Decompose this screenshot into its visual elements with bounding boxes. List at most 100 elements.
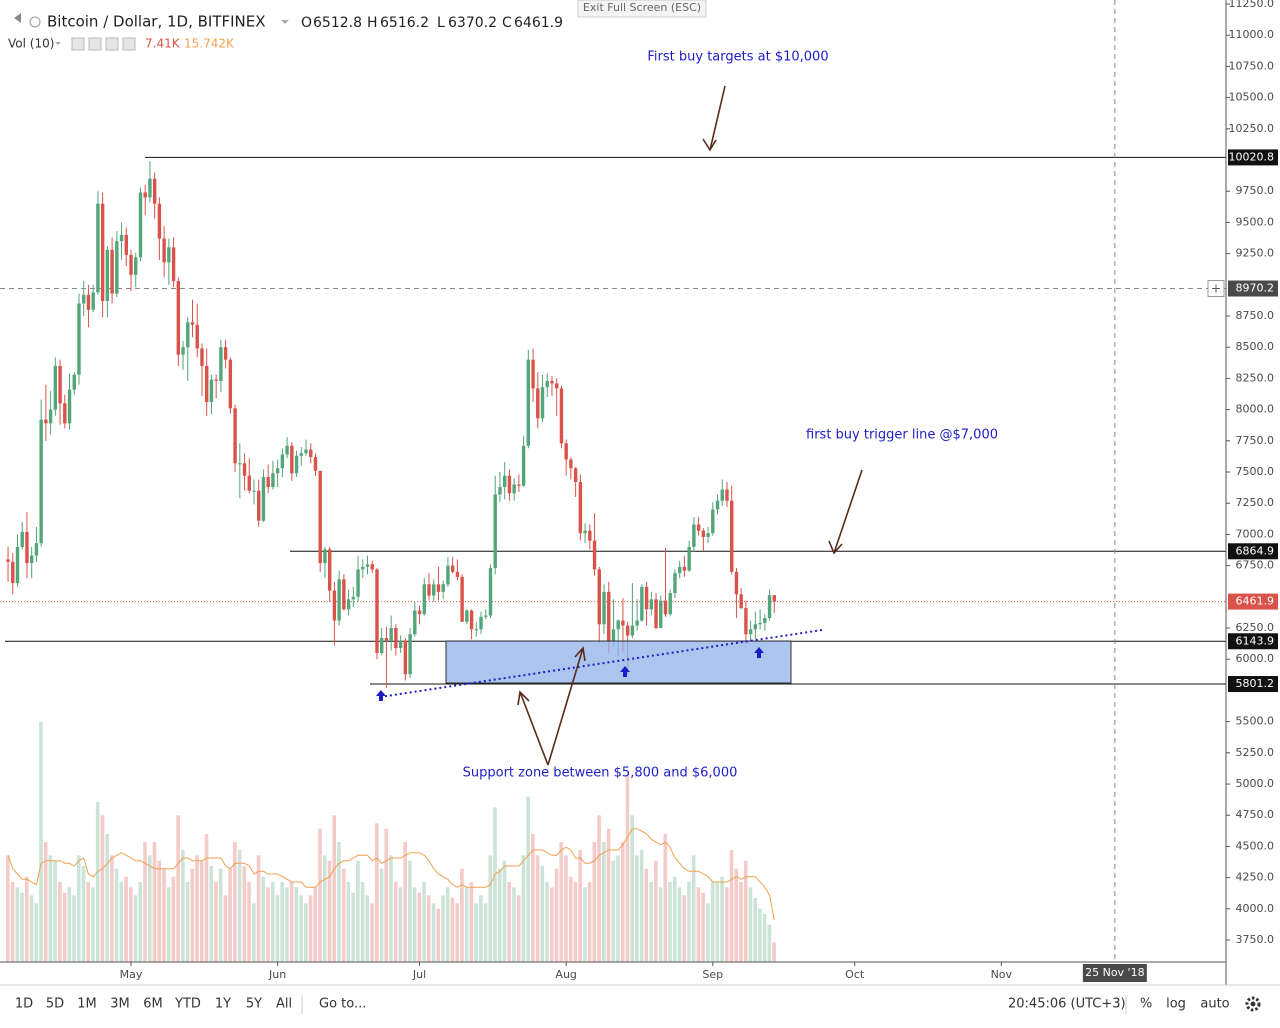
volume-bar — [185, 882, 190, 962]
crosshair-badge — [1228, 280, 1278, 297]
candle-body — [67, 389, 72, 424]
range-button[interactable]: 3M — [110, 997, 130, 1012]
volume-bar — [181, 850, 185, 962]
level-badge — [1228, 676, 1278, 693]
candle-body — [432, 584, 436, 596]
volume-bar — [772, 942, 776, 962]
volume-bar — [521, 855, 526, 962]
volume-bar — [767, 924, 772, 962]
candle-body — [247, 475, 251, 491]
volume-bar — [682, 895, 687, 962]
candle-body — [304, 449, 308, 454]
candle-body — [403, 640, 408, 675]
range-button[interactable]: 1D — [15, 997, 33, 1012]
candle-body — [748, 629, 753, 635]
volume-bar — [280, 882, 284, 962]
volume-bar — [270, 882, 275, 962]
volume-bar — [133, 895, 138, 962]
candle-body — [417, 610, 422, 615]
volume-bar — [606, 828, 611, 962]
support-zone — [445, 640, 792, 684]
volume-bar — [114, 868, 119, 962]
candle-body — [342, 579, 346, 610]
candle-body — [20, 531, 24, 547]
y-tick-label: 11250.0 — [1229, 0, 1275, 10]
volume-bar — [644, 868, 649, 962]
range-button[interactable]: 5Y — [246, 997, 262, 1012]
volume-bar — [389, 855, 393, 962]
volume-bar — [29, 895, 34, 962]
candle-body — [134, 257, 138, 275]
candle-body — [285, 445, 289, 455]
percent-button[interactable]: % — [1140, 997, 1152, 1012]
range-button[interactable]: 1M — [77, 997, 97, 1012]
volume-bar — [758, 908, 762, 962]
annotation: Support zone between $5,800 and $6,000 — [463, 766, 738, 781]
exit-button-label[interactable]: Exit Full Screen (ESC) — [583, 1, 701, 14]
add-level-icon[interactable] — [1212, 284, 1220, 293]
y-tick-label: 11000.0 — [1229, 28, 1275, 41]
plot-area — [0, 0, 1226, 962]
range-button[interactable]: 6M — [143, 997, 163, 1012]
y-tick-label: 5000.0 — [1236, 777, 1275, 790]
volume-bar — [422, 882, 426, 962]
candle-body — [465, 610, 469, 622]
candle-body — [398, 640, 403, 648]
annotation: First buy targets at $10,000 — [647, 50, 828, 65]
volume-bar — [663, 834, 668, 962]
range-button[interactable]: 1Y — [215, 997, 231, 1012]
candle-body — [129, 254, 133, 275]
volume-bar — [242, 866, 247, 962]
collapse-icon[interactable] — [14, 13, 21, 23]
volume-bar — [427, 895, 431, 962]
candle-body — [190, 322, 195, 325]
exit-button[interactable] — [577, 0, 707, 18]
log-button[interactable]: log — [1166, 997, 1186, 1012]
volume-bar — [668, 882, 672, 962]
dropdown[interactable] — [55, 42, 61, 45]
candle-body — [488, 568, 493, 616]
volume-bar — [715, 882, 720, 962]
volume-bar — [488, 855, 493, 962]
range-button[interactable]: All — [276, 997, 292, 1012]
volume-bar — [81, 866, 86, 962]
ohlc-letter: H — [367, 15, 378, 31]
candle-body — [181, 347, 185, 355]
volume-bar — [119, 882, 124, 962]
candle-body — [209, 379, 214, 403]
candle-body — [531, 359, 535, 389]
volume-bar — [616, 855, 620, 962]
volume-bar — [379, 868, 384, 962]
candle-body — [663, 600, 668, 615]
ohlc-value: 6461.9 — [514, 15, 563, 31]
volume-bar — [327, 860, 332, 962]
auto-button[interactable]: auto — [1200, 997, 1229, 1012]
candle-body — [739, 594, 743, 609]
candle-body — [630, 625, 635, 636]
goto-button[interactable]: Go to... — [319, 997, 366, 1012]
volume-bar — [611, 860, 616, 962]
volume-bar — [706, 903, 710, 962]
volume-bar — [251, 903, 256, 962]
volume-bar — [554, 868, 559, 962]
settings-button[interactable] — [1245, 996, 1261, 1012]
candle-body — [394, 628, 398, 648]
range-button[interactable]: YTD — [174, 997, 201, 1012]
volume-bar — [393, 882, 398, 962]
volume-bar — [479, 895, 483, 962]
candle-body — [536, 388, 540, 419]
level-badge-label: 10020.8 — [1229, 150, 1275, 163]
x-tick-label: Jul — [412, 968, 426, 981]
volume-bar — [266, 887, 270, 962]
range-button[interactable]: 5D — [46, 997, 64, 1012]
candle-body — [753, 624, 758, 630]
indicator-buttons[interactable] — [71, 37, 136, 51]
y-tick-label: 9750.0 — [1236, 184, 1275, 197]
candle-body — [607, 591, 611, 641]
candle-body — [148, 178, 152, 198]
volume-bar — [322, 855, 327, 962]
y-tick-label: 6000.0 — [1236, 652, 1275, 665]
dropdown[interactable] — [281, 20, 289, 24]
volume-bar — [597, 815, 601, 962]
